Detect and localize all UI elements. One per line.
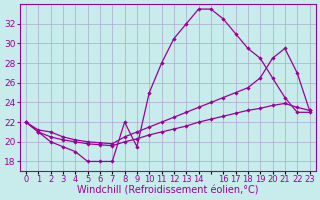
X-axis label: Windchill (Refroidissement éolien,°C): Windchill (Refroidissement éolien,°C) bbox=[77, 186, 259, 196]
